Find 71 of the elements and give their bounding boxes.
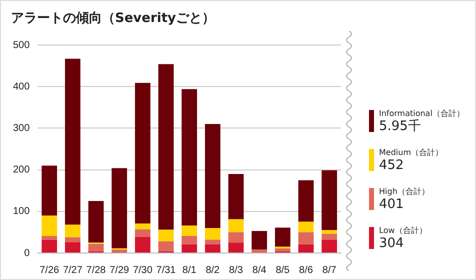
y-tick-label: 0 xyxy=(24,248,30,259)
bar xyxy=(252,250,268,252)
bar xyxy=(298,222,314,232)
bar xyxy=(42,166,58,216)
bar xyxy=(322,234,338,240)
bar xyxy=(112,168,128,248)
chart-title: アラートの傾向（Severityごと） xyxy=(11,10,216,27)
x-tick-label: 8/7 xyxy=(322,264,337,276)
bar xyxy=(158,64,174,230)
bar xyxy=(228,174,244,220)
bar xyxy=(158,241,174,252)
x-tick-label: 8/2 xyxy=(206,264,220,276)
bar xyxy=(274,228,290,247)
bar xyxy=(182,89,198,226)
bar xyxy=(112,250,128,252)
bar xyxy=(182,236,198,244)
bar xyxy=(322,240,338,252)
bar xyxy=(204,228,220,240)
bar xyxy=(228,232,244,243)
bar xyxy=(134,82,150,224)
bar xyxy=(252,230,268,250)
x-tick-label: 8/1 xyxy=(182,264,197,276)
x-tick-label: 7/30 xyxy=(132,264,153,276)
y-tick-label: 300 xyxy=(12,122,30,134)
bar xyxy=(228,219,244,232)
x-tick-label: 7/31 xyxy=(156,264,176,276)
bar xyxy=(298,232,314,244)
bar xyxy=(204,240,220,244)
bar xyxy=(64,242,80,252)
bar xyxy=(228,242,244,252)
bar xyxy=(158,230,174,242)
bar xyxy=(88,244,104,252)
text: Informational（合計） xyxy=(379,109,466,119)
y-tick-label: 100 xyxy=(12,206,30,218)
text: Low（合計） xyxy=(379,226,428,236)
bar xyxy=(182,244,198,252)
text: High（合計） xyxy=(379,187,430,197)
x-tick-label: 7/29 xyxy=(110,264,130,276)
x-tick-label: 8/5 xyxy=(276,264,290,276)
bar xyxy=(42,236,58,240)
bar xyxy=(182,226,198,236)
bar xyxy=(64,224,80,238)
x-tick-label: 7/28 xyxy=(86,264,106,276)
bar xyxy=(64,58,80,225)
bar xyxy=(322,170,338,230)
y-tick-label: 400 xyxy=(12,81,30,92)
bar xyxy=(204,124,220,228)
bar xyxy=(322,230,338,234)
x-tick-label: 7/26 xyxy=(40,264,60,276)
bar xyxy=(134,236,150,252)
y-tick-label: 200 xyxy=(12,164,30,176)
text: 452 xyxy=(379,158,405,173)
text: Medium（合計） xyxy=(379,148,444,158)
bar xyxy=(204,244,220,252)
x-tick-label: 8/3 xyxy=(229,264,244,276)
bar xyxy=(64,237,80,242)
bar xyxy=(42,216,58,236)
text: 304 xyxy=(379,236,405,251)
text: 401 xyxy=(379,197,405,212)
bar xyxy=(134,229,150,237)
bar xyxy=(88,201,104,243)
bar xyxy=(42,240,58,252)
x-tick-label: 7/27 xyxy=(62,264,83,276)
bar xyxy=(274,248,290,252)
y-tick-label: 500 xyxy=(12,40,30,51)
text: 5.95千 xyxy=(379,119,422,134)
x-tick-label: 8/4 xyxy=(252,264,267,276)
bar xyxy=(134,223,150,230)
bar xyxy=(298,180,314,222)
x-tick-label: 8/6 xyxy=(299,264,314,276)
bar xyxy=(298,244,314,252)
